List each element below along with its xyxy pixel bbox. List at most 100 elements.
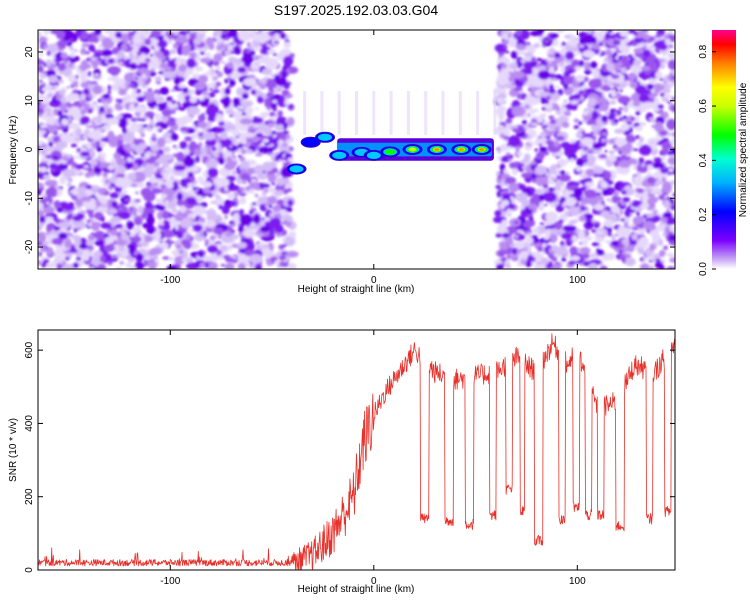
noise-blob [104,178,110,185]
noise-blob [595,248,601,253]
noise-blob [142,124,149,128]
noise-blob [497,249,506,258]
noise-blob [654,121,664,133]
noise-blob [253,263,262,269]
noise-blob [221,47,226,51]
noise-blob [613,82,619,89]
noise-blob [79,100,84,105]
noise-blob [182,87,189,94]
noise-blob [229,223,236,228]
noise-blob [171,209,179,214]
noise-blob [274,172,279,176]
noise-blob [269,256,278,261]
noise-blob [495,232,503,238]
noise-blob [170,89,176,92]
noise-blob [265,57,279,70]
noise-blob [43,174,51,180]
noise-blob [539,222,545,226]
noise-blob [242,146,246,149]
noise-blob [662,88,671,94]
noise-blob [239,118,253,125]
noise-blob [545,211,559,222]
noise-blob [99,254,106,263]
noise-blob [618,160,632,168]
noise-blob [247,263,251,268]
noise-blob [254,193,259,198]
noise-blob [97,98,102,103]
noise-blob [123,229,129,234]
colorbar-label: Normalized spectral amplitude [738,82,749,217]
noise-blob [641,65,651,71]
noise-blob [530,122,539,127]
noise-blob [622,196,631,203]
noise-blob [136,225,142,231]
noise-blob [529,216,534,222]
noise-blob [523,52,534,57]
noise-blob [666,118,675,131]
noise-blob [151,187,162,194]
noise-blob [238,123,249,132]
noise-blob [588,262,598,269]
noise-blob [516,93,524,100]
noise-blob [107,84,112,91]
noise-blob [589,131,595,137]
noise-blob [631,200,640,208]
noise-blob [264,216,270,222]
noise-blob [521,260,526,265]
noise-blob [573,125,580,130]
noise-blob [251,64,259,70]
noise-blob [129,62,138,70]
noise-blob [231,129,240,136]
noise-blob [38,112,42,118]
noise-blob [278,254,287,261]
noise-blob [613,160,621,168]
noise-blob [565,104,575,110]
noise-blob [199,177,205,186]
noise-blob [617,95,631,104]
noise-blob [635,111,641,116]
noise-blob [644,160,653,166]
noise-blob [178,63,187,72]
chart-title: S197.2025.192.03.03.G04 [274,2,438,18]
noise-blob [588,97,597,107]
noise-blob [671,132,675,137]
noise-blob [124,198,130,202]
snr-y-ticks: 0 200 400 600 [24,341,675,573]
noise-blob [62,203,75,211]
noise-blob [274,123,284,132]
noise-blob [208,64,213,68]
noise-blob [219,113,222,118]
noise-blob [79,33,89,40]
noise-blob [134,217,143,226]
noise-blob [637,121,647,127]
noise-blob [502,257,507,262]
noise-blob [609,100,617,105]
noise-blob [241,55,254,64]
noise-blob [561,41,566,46]
noise-blob [249,30,257,36]
noise-blob [595,230,604,235]
noise-blob [48,241,53,245]
noise-blob [142,78,148,82]
noise-blob [44,132,48,139]
noise-blob [239,214,253,226]
noise-blob [183,148,190,155]
noise-blob [286,117,295,127]
noise-blob [559,174,571,182]
noise-blob [266,80,272,85]
noise-blob [266,91,275,98]
noise-blob [666,266,675,269]
noise-blob [164,200,170,204]
noise-blob [38,259,42,266]
colorbar-tick-label: 0.2 [698,207,709,221]
noise-blob [283,83,290,90]
noise-blob [166,265,178,269]
noise-blob [237,155,242,158]
noise-blob [658,249,666,257]
noise-blob [278,95,285,101]
noise-blob [127,243,135,254]
noise-blob [638,236,649,249]
noise-blob [262,247,271,258]
signal-streak [320,91,324,135]
noise-blob [177,101,181,106]
